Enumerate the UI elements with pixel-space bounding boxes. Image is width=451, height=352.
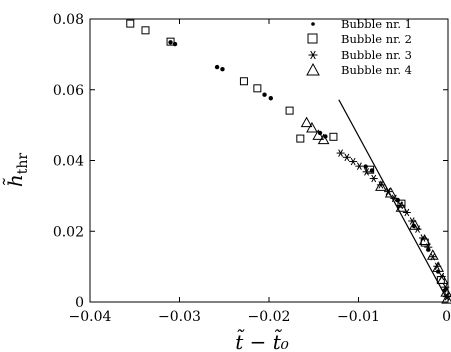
- point-bubble-2: [296, 134, 305, 143]
- point-bubble-4: [426, 249, 439, 260]
- point-bubble-3: [376, 181, 385, 189]
- legend-label-3: Bubble nr. 3: [341, 48, 412, 62]
- point-bubble-3: [441, 283, 450, 291]
- point-bubble-2: [239, 77, 248, 86]
- point-bubble-3: [402, 208, 411, 217]
- point-bubble-3: [349, 157, 358, 166]
- legend-marker-square: [307, 33, 318, 44]
- point-bubble-2: [126, 19, 135, 28]
- legend-marker-triangle: [306, 62, 320, 76]
- point-bubble-1: [220, 67, 225, 72]
- point-bubble-4: [306, 121, 318, 133]
- y-axis-label-main: h̃: [3, 174, 27, 187]
- point-bubble-4: [312, 129, 325, 140]
- y-axis-label: h̃thr: [3, 153, 31, 188]
- point-bubble-2: [366, 165, 375, 174]
- point-bubble-1: [268, 96, 273, 101]
- point-bubble-3: [342, 153, 351, 162]
- point-bubble-2: [285, 106, 294, 115]
- point-bubble-2: [253, 84, 262, 93]
- point-bubble-3: [336, 149, 345, 157]
- legend-label-2: Bubble nr. 2: [341, 32, 412, 46]
- legend-marker-dot: [311, 22, 315, 26]
- point-bubble-4: [441, 293, 451, 304]
- y-axis-label-group: h̃thr: [3, 153, 31, 188]
- point-bubble-2: [166, 37, 175, 46]
- point-bubble-1: [168, 40, 173, 45]
- point-bubble-3: [355, 162, 364, 170]
- point-bubble-4: [384, 187, 397, 198]
- point-bubble-1: [214, 64, 220, 70]
- point-bubble-3: [443, 292, 451, 301]
- y-axis-label-sub: thr: [15, 153, 31, 175]
- legend-label-1: Bubble nr. 1: [341, 17, 412, 31]
- point-bubble-1: [262, 92, 267, 97]
- point-bubble-3: [362, 168, 371, 176]
- reference-line: [338, 99, 448, 300]
- y-tick-label: 0: [75, 295, 84, 311]
- data-points: [126, 19, 451, 304]
- point-bubble-4: [300, 116, 313, 128]
- point-bubble-4: [409, 219, 421, 230]
- point-bubble-4: [436, 273, 449, 284]
- x-tick-label: −0.04: [69, 309, 112, 325]
- point-bubble-3: [369, 174, 378, 183]
- point-bubble-4: [375, 180, 387, 191]
- point-bubble-1: [172, 41, 178, 47]
- x-tick-label: −0.03: [158, 309, 201, 325]
- point-bubble-4: [432, 261, 445, 272]
- y-tick-label: 0.08: [53, 12, 84, 28]
- y-tick-label: 0.04: [53, 154, 84, 170]
- y-tick-label: 0.02: [53, 224, 84, 240]
- x-tick-label: −0.02: [248, 309, 291, 325]
- point-bubble-2: [141, 26, 150, 35]
- reference-line-group: [338, 99, 448, 300]
- legend-marker-star: [308, 50, 318, 60]
- x-tick-label: −0.01: [337, 309, 380, 325]
- x-tick-label: 0: [442, 309, 451, 325]
- y-tick-label: 0.06: [53, 83, 84, 99]
- ticks: −0.04 −0.03 −0.02 −0.01 0 0 0.02 0.04 0.06 0.08: [53, 12, 451, 325]
- legend: Bubble nr. 1 Bubble nr. 2 Bubble nr. 3 B…: [306, 17, 412, 77]
- point-bubble-2: [329, 132, 338, 141]
- point-bubble-4: [395, 201, 408, 212]
- point-bubble-3: [384, 187, 393, 196]
- legend-label-4: Bubble nr. 4: [341, 63, 412, 77]
- point-bubble-1: [369, 168, 375, 173]
- point-bubble-4: [317, 133, 330, 145]
- x-axis-label: t̃ − t̃₀: [235, 328, 289, 352]
- point-bubble-4: [418, 234, 431, 245]
